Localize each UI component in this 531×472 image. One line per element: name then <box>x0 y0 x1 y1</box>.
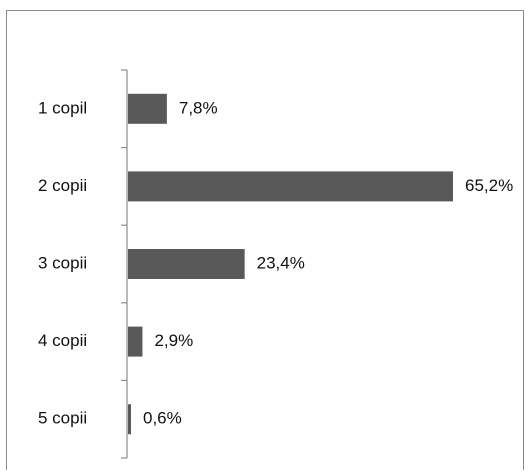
bar-4 <box>128 326 143 357</box>
labels-layer: 1 copil 7,8% 2 copii 65,2% 3 copii 23,4% 4 cop… <box>38 98 513 427</box>
bar-5 <box>128 404 131 435</box>
bar-3 <box>128 249 245 279</box>
value-label: 7,8% <box>179 98 218 117</box>
axis-layer <box>121 69 128 459</box>
value-label: 23,4% <box>257 253 305 272</box>
value-label: 2,9% <box>154 331 193 350</box>
category-label: 5 copii <box>38 409 87 428</box>
value-label: 65,2% <box>465 176 513 195</box>
bars-layer <box>128 93 453 435</box>
bar-1 <box>128 93 167 124</box>
category-label: 4 copii <box>38 331 87 350</box>
category-label: 3 copii <box>38 253 87 272</box>
category-label: 1 copil <box>38 98 87 117</box>
category-label: 2 copii <box>38 176 87 195</box>
chart-frame <box>6 10 524 470</box>
value-label: 0,6% <box>143 409 182 428</box>
bar-2 <box>128 171 453 202</box>
